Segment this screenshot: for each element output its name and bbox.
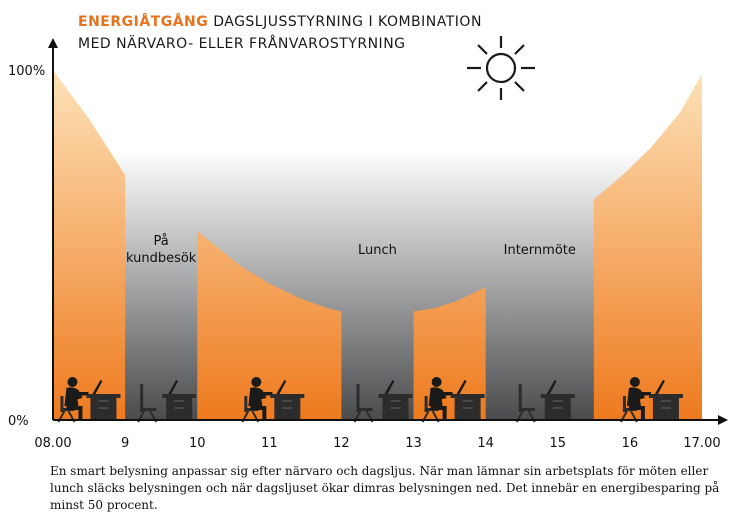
chart-subtitle: MED NÄRVARO- ELLER FRÅNVAROSTYRNING xyxy=(78,34,406,52)
absence-label-3: Internmöte xyxy=(504,243,576,258)
x-tick-label: 11 xyxy=(261,436,278,451)
absence-label-1: På kundbesök xyxy=(126,234,197,266)
energy-series xyxy=(53,70,702,420)
x-tick-label: 12 xyxy=(333,436,350,451)
x-tick-label: 13 xyxy=(405,436,422,451)
caption: En smart belysning anpassar sig efter nä… xyxy=(50,464,720,512)
y-tick-label: 0% xyxy=(8,414,29,429)
sun-icon xyxy=(467,36,535,100)
energy-area-2 xyxy=(197,231,342,420)
title-highlight: ENERGIÅTGÅNG xyxy=(78,13,208,30)
title-line1-rest: DAGSLJUSSTYRNING I KOMBINATION xyxy=(208,14,482,30)
absence-labels: På kundbesök Lunch Internmöte xyxy=(126,234,576,266)
energy-area-1 xyxy=(53,70,126,420)
x-tick-label: 10 xyxy=(189,436,206,451)
energy-area-4 xyxy=(593,73,702,420)
energy-area-3 xyxy=(413,287,486,420)
tick-labels: 08.00 9 10 11 12 13 14 15 16 17.00 0% 100% xyxy=(8,64,721,451)
x-tick-label: 16 xyxy=(622,436,639,451)
chart-title: ENERGIÅTGÅNG DAGSLJUSSTYRNING I KOMBINAT… xyxy=(78,13,482,30)
x-tick-label: 9 xyxy=(121,436,129,451)
x-axis-arrow xyxy=(718,415,728,425)
x-tick-label: 17.00 xyxy=(683,436,720,451)
absence-label-2: Lunch xyxy=(358,243,397,258)
y-axis-arrow xyxy=(48,38,58,48)
x-tick-label: 08.00 xyxy=(34,436,71,451)
axes xyxy=(48,38,728,425)
x-tick-label: 14 xyxy=(477,436,494,451)
y-tick-label: 100% xyxy=(8,64,45,79)
x-tick-label: 15 xyxy=(550,436,567,451)
